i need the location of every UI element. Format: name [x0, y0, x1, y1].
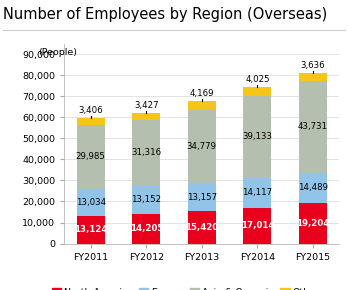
Bar [133, 120, 160, 186]
Text: 4,025: 4,025 [245, 75, 270, 84]
Bar [77, 118, 105, 125]
Text: 39,133: 39,133 [242, 132, 272, 141]
Bar [77, 216, 105, 244]
Text: 15,420: 15,420 [185, 223, 219, 232]
Text: Number of Employees by Region (Overseas): Number of Employees by Region (Overseas) [3, 7, 328, 22]
Text: 13,034: 13,034 [76, 198, 106, 207]
Text: 14,205: 14,205 [130, 224, 163, 233]
Bar [244, 87, 271, 96]
Bar [188, 211, 216, 244]
Bar [299, 73, 327, 81]
Bar [77, 188, 105, 216]
Text: 3,406: 3,406 [78, 106, 103, 115]
Text: 14,489: 14,489 [298, 183, 328, 192]
Text: 43,731: 43,731 [298, 122, 328, 131]
Text: 3,427: 3,427 [134, 101, 159, 110]
Text: 17,014: 17,014 [240, 221, 274, 230]
Bar [133, 186, 160, 214]
Bar [299, 81, 327, 173]
Text: 3,636: 3,636 [301, 61, 325, 70]
Text: 31,316: 31,316 [131, 148, 161, 157]
Text: 19,204: 19,204 [296, 219, 330, 228]
Bar [188, 102, 216, 110]
Text: (People): (People) [38, 48, 77, 57]
Bar [244, 178, 271, 208]
Legend: North America, Europe, Asia & Oceania, Others: North America, Europe, Asia & Oceania, O… [48, 284, 328, 290]
Bar [188, 183, 216, 211]
Text: 34,779: 34,779 [187, 142, 217, 151]
Bar [299, 173, 327, 203]
Bar [299, 203, 327, 244]
Bar [244, 96, 271, 178]
Text: 13,157: 13,157 [187, 193, 217, 202]
Text: 14,117: 14,117 [242, 188, 272, 197]
Bar [77, 125, 105, 188]
Bar [188, 110, 216, 183]
Text: 29,985: 29,985 [76, 153, 106, 162]
Text: 13,124: 13,124 [74, 225, 108, 234]
Bar [133, 214, 160, 244]
Text: 4,169: 4,169 [190, 89, 214, 98]
Text: 13,152: 13,152 [131, 195, 161, 204]
Bar [244, 208, 271, 244]
Bar [133, 113, 160, 120]
